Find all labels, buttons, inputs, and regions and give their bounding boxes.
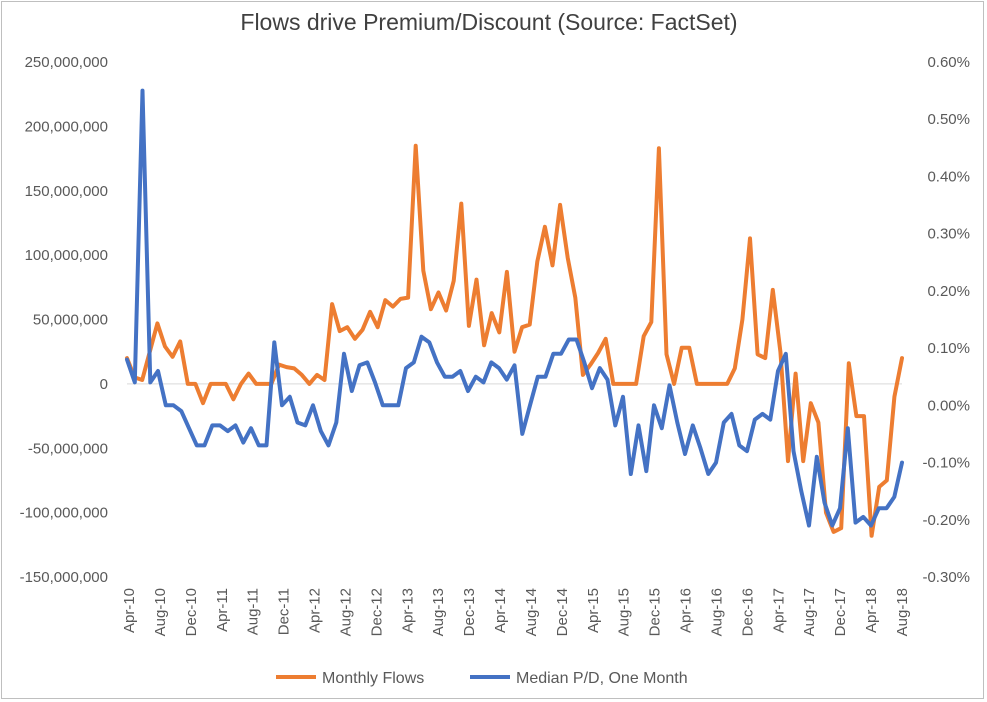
x-axis-tick-label: Apr-17 <box>770 588 787 633</box>
x-axis-tick-label: Dec-17 <box>832 588 849 636</box>
x-axis-tick-label: Dec-11 <box>276 588 293 635</box>
right-axis-tick-label: 0.30% <box>927 226 970 243</box>
legend-label: Monthly Flows <box>322 670 424 687</box>
x-axis-tick-label: Dec-12 <box>368 588 385 636</box>
right-axis-tick-label: -0.10% <box>922 455 970 472</box>
left-axis-tick-label: 0 <box>100 376 108 393</box>
x-axis-tick-label: Apr-13 <box>399 588 416 633</box>
x-axis-tick-label: Apr-16 <box>678 588 695 633</box>
right-axis-tick-label: 0.60% <box>927 54 970 71</box>
left-axis-tick-label: 100,000,000 <box>25 247 108 264</box>
x-axis-tick-label: Aug-13 <box>430 588 447 636</box>
left-axis-tick-label: 200,000,000 <box>25 118 108 135</box>
right-axis-tick-label: 0.50% <box>927 111 970 128</box>
x-axis-tick-label: Dec-13 <box>461 588 478 636</box>
right-axis-tick-label: 0.10% <box>927 340 970 357</box>
right-axis-tick-label: -0.30% <box>922 569 970 586</box>
left-axis-tick-label: 50,000,000 <box>33 312 108 329</box>
left-axis-tick-label: -50,000,000 <box>28 440 108 457</box>
left-axis-tick-label: 150,000,000 <box>25 183 108 200</box>
x-axis-tick-label: Dec-16 <box>739 588 756 636</box>
x-axis-tick-label: Aug-15 <box>616 588 633 636</box>
x-axis-tick-label: Aug-18 <box>894 588 911 636</box>
legend: Monthly Flows Median P/D, One Month <box>276 670 688 687</box>
x-axis-tick-label: Apr-18 <box>863 588 880 633</box>
x-axis-tick-label: Aug-16 <box>708 588 725 636</box>
left-axis-tick-labels: 250,000,000 200,000,000 150,000,000 100,000… <box>20 54 108 586</box>
right-axis-tick-labels: 0.60% 0.50% 0.40% 0.30% 0.20% 0.10% 0.00% -0.10… <box>922 54 970 586</box>
x-axis-tick-label: Apr-14 <box>492 588 509 633</box>
left-axis-tick-label: 250,000,000 <box>25 54 108 71</box>
x-axis-tick-label: Aug-10 <box>152 588 169 636</box>
x-axis-tick-label: Apr-10 <box>121 588 138 633</box>
x-axis-tick-label: Aug-17 <box>801 588 818 636</box>
x-axis-tick-label: Apr-12 <box>307 588 324 633</box>
right-axis-tick-label: -0.20% <box>922 512 970 529</box>
legend-label: Median P/D, One Month <box>516 670 688 687</box>
x-axis-tick-label: Dec-14 <box>554 588 571 636</box>
x-axis-tick-label: Aug-14 <box>523 588 540 636</box>
series-line-monthly-flows <box>125 143 904 538</box>
chart-title: Flows drive Premium/Discount (Source: Fa… <box>240 9 737 35</box>
x-axis-tick-labels: Apr-10 Aug-10 Dec-10 Apr-11 Aug-11 Dec-11 Apr-… <box>121 588 911 636</box>
x-axis-tick-label: Apr-15 <box>585 588 602 633</box>
x-axis-tick-label: Apr-11 <box>214 588 231 632</box>
series-line-median-pd <box>125 88 904 528</box>
right-axis-tick-label: 0.40% <box>927 168 970 185</box>
right-axis-tick-label: 0.00% <box>927 397 970 414</box>
x-axis-tick-label: Dec-15 <box>647 588 664 636</box>
series-group <box>125 88 904 538</box>
left-axis-tick-label: -150,000,000 <box>20 569 108 586</box>
right-axis-tick-label: 0.20% <box>927 283 970 300</box>
x-axis-tick-label: Aug-11 <box>245 588 262 635</box>
left-axis-tick-label: -100,000,000 <box>20 505 108 522</box>
x-axis-tick-label: Aug-12 <box>337 588 354 636</box>
x-axis-tick-label: Dec-10 <box>183 588 200 636</box>
